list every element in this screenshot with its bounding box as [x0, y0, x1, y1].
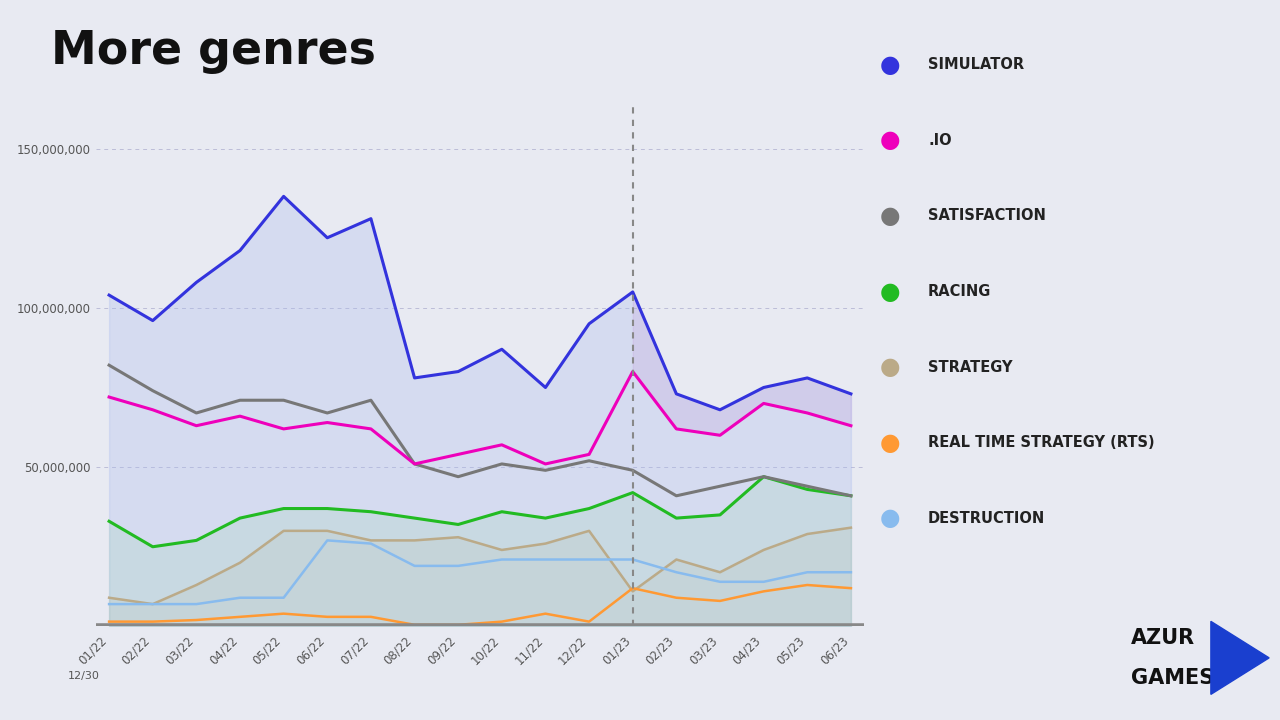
Text: ●: ● — [879, 128, 900, 153]
Text: RACING: RACING — [928, 284, 992, 299]
Polygon shape — [1211, 621, 1268, 694]
Text: ●: ● — [879, 204, 900, 228]
Text: ●: ● — [879, 506, 900, 531]
Text: SIMULATOR: SIMULATOR — [928, 58, 1024, 72]
Text: SATISFACTION: SATISFACTION — [928, 209, 1046, 223]
Text: ●: ● — [879, 431, 900, 455]
Text: DESTRUCTION: DESTRUCTION — [928, 511, 1046, 526]
Text: 12/30: 12/30 — [68, 671, 100, 681]
Text: STRATEGY: STRATEGY — [928, 360, 1012, 374]
Text: AZUR: AZUR — [1132, 629, 1196, 648]
Text: ●: ● — [879, 355, 900, 379]
Text: REAL TIME STRATEGY (RTS): REAL TIME STRATEGY (RTS) — [928, 436, 1155, 450]
Text: More genres: More genres — [51, 29, 376, 74]
Text: ●: ● — [879, 53, 900, 77]
Text: GAMES: GAMES — [1132, 667, 1215, 688]
Text: .IO: .IO — [928, 133, 951, 148]
Text: ●: ● — [879, 279, 900, 304]
